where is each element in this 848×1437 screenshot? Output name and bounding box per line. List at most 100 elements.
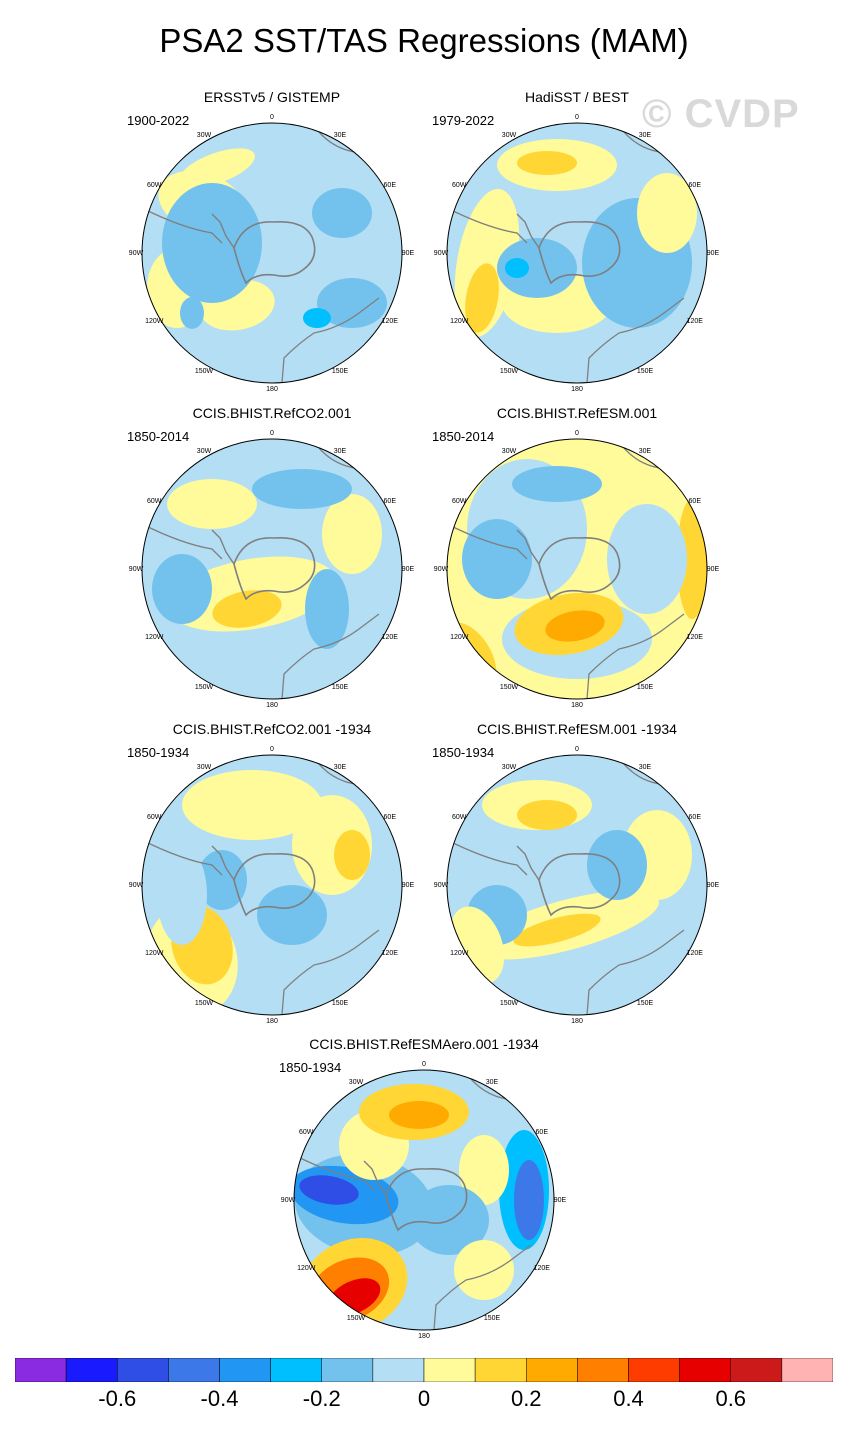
polar-map: 0 30E 60E 90E 120E 150E 180 150W 120W 90W 60W 30W — [434, 430, 720, 709]
longitude-label: 90W — [129, 566, 144, 573]
longitude-label: 60W — [452, 498, 467, 505]
panel-period: 1850-1934 — [432, 745, 495, 760]
australia-nz-coastline — [586, 297, 685, 383]
panel-title: CCIS.BHIST.RefCO2.001 — [192, 405, 352, 421]
panel-period: 1850-2014 — [432, 429, 495, 444]
longitude-label: 0 — [575, 114, 579, 121]
longitude-label: 60E — [536, 1129, 549, 1136]
longitude-label: 150E — [637, 1000, 654, 1007]
antarctica-coastline — [233, 220, 316, 285]
colorbar-segment — [474, 1358, 527, 1382]
antarctica-coastline — [538, 536, 621, 601]
longitude-label: 0 — [575, 430, 579, 437]
longitude-label: 120W — [450, 634, 469, 641]
longitude-label: 30E — [334, 448, 347, 455]
polar-map: 0 30E 60E 90E 120E 150E 180 150W 120W 90W 60W 30W — [129, 746, 415, 1025]
panel-title: CCIS.BHIST.RefESM.001 -1934 — [477, 721, 677, 737]
longitude-label: 90E — [554, 1197, 567, 1204]
longitude-label: 60W — [299, 1129, 314, 1136]
regression-field — [512, 466, 602, 502]
longitude-label: 150W — [500, 368, 519, 375]
regression-field — [637, 173, 697, 253]
longitude-label: 90W — [434, 566, 449, 573]
antarctic-peninsula — [363, 1160, 387, 1196]
australia-nz-coastline — [281, 929, 380, 1015]
longitude-label: 120E — [687, 950, 704, 957]
map-panel-7: 0 30E 60E 90E 120E 150E 180 150W 120W 90W 60W 30W C… — [274, 1036, 574, 1340]
longitude-label: 120W — [450, 950, 469, 957]
longitude-label: 150E — [332, 684, 349, 691]
antarctica-coastline — [385, 1167, 468, 1232]
regression-field — [317, 278, 387, 328]
regression-field — [252, 469, 352, 509]
regression-field — [677, 499, 707, 619]
longitude-label: 60W — [147, 498, 162, 505]
colorbar-label: 0.6 — [715, 1386, 747, 1411]
regression-field — [212, 590, 282, 628]
longitude-label: 150E — [484, 1315, 501, 1322]
longitude-label: 30E — [639, 764, 652, 771]
longitude-label: 30E — [639, 448, 652, 455]
longitude-label: 150W — [347, 1315, 366, 1322]
map-boundary — [141, 438, 403, 700]
longitude-label: 90W — [434, 882, 449, 889]
regression-field — [513, 913, 601, 947]
south-america-coastline — [142, 839, 223, 876]
map-boundary — [446, 438, 708, 700]
panel-period: 1850-1934 — [127, 745, 190, 760]
longitude-label: 90W — [281, 1197, 296, 1204]
colorbar-segment — [730, 1358, 783, 1382]
longitude-label: 180 — [571, 386, 583, 393]
longitude-label: 30E — [334, 132, 347, 139]
polar-map: 0 30E 60E 90E 120E 150E 180 150W 120W 90W 60W 30W — [129, 114, 415, 393]
south-america-coastline — [142, 207, 223, 244]
regression-field — [312, 188, 372, 238]
antarctic-peninsula — [211, 529, 235, 565]
colorbar-segment — [372, 1358, 425, 1382]
longitude-label: 90W — [129, 882, 144, 889]
australia-nz-coastline — [586, 929, 685, 1015]
map-panel-6: 0 30E 60E 90E 120E 150E 180 150W 120W 90W 60W 30W C… — [427, 721, 727, 1025]
colorbar-label: 0 — [417, 1386, 431, 1411]
panel-title: ERSSTv5 / GISTEMP — [203, 89, 341, 105]
colorbar-segment — [321, 1358, 374, 1382]
colorbar-segment — [117, 1358, 169, 1382]
colorbar-label: 0.4 — [613, 1386, 644, 1411]
polar-map: 0 30E 60E 90E 120E 150E 180 150W 120W 90W 60W 30W — [281, 1061, 567, 1340]
antarctica-coastline — [538, 852, 621, 917]
regression-field — [389, 1101, 449, 1129]
colorbar-segment — [270, 1358, 322, 1382]
longitude-label: 150E — [637, 368, 654, 375]
longitude-label: 0 — [422, 1061, 426, 1068]
antarctica-coastline — [538, 220, 621, 285]
longitude-label: 120E — [382, 318, 399, 325]
antarctic-peninsula — [211, 845, 235, 881]
australia-nz-coastline — [281, 613, 380, 699]
australia-nz-coastline — [586, 613, 685, 699]
longitude-label: 150E — [637, 684, 654, 691]
colorbar-label: -0.6 — [98, 1386, 137, 1411]
colorbar-label: -0.4 — [200, 1386, 239, 1411]
longitude-label: 150W — [195, 684, 214, 691]
regression-field — [587, 830, 647, 900]
colorbar-segment — [168, 1358, 220, 1382]
regression-field — [179, 148, 255, 188]
map-boundary — [293, 1069, 555, 1331]
longitude-label: 0 — [270, 746, 274, 753]
regression-field — [157, 845, 207, 945]
regression-field — [462, 519, 532, 599]
map-boundary — [446, 122, 708, 384]
longitude-label: 60E — [384, 182, 397, 189]
longitude-label: 180 — [418, 1333, 430, 1340]
regression-field — [465, 263, 499, 333]
longitude-label: 30W — [197, 764, 212, 771]
regression-field — [180, 297, 204, 329]
regression-field — [322, 494, 382, 574]
longitude-label: 90E — [402, 882, 415, 889]
antarctic-peninsula — [516, 529, 540, 565]
colorbar-label: 0.2 — [510, 1386, 542, 1411]
main-title: PSA2 SST/TAS Regressions (MAM) — [159, 22, 689, 59]
longitude-label: 150E — [332, 368, 349, 375]
regression-field — [299, 1175, 359, 1205]
regression-field — [454, 1240, 514, 1300]
